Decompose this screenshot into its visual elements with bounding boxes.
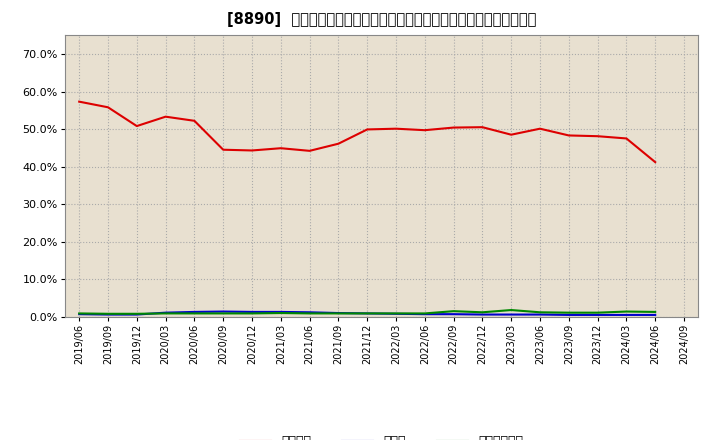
繰延税金資産	[161, 311, 170, 316]
自己資本	[593, 134, 602, 139]
繰延税金資産	[507, 308, 516, 313]
のれん	[305, 310, 314, 315]
のれん	[536, 312, 544, 317]
繰延税金資産	[190, 311, 199, 316]
のれん	[132, 312, 141, 317]
自己資本	[392, 126, 400, 131]
自己資本	[305, 148, 314, 154]
のれん	[593, 312, 602, 318]
繰延税金資産	[132, 311, 141, 316]
のれん	[420, 312, 429, 317]
繰延税金資産	[651, 309, 660, 315]
繰延税金資産	[276, 310, 285, 315]
自己資本	[449, 125, 458, 130]
のれん	[392, 311, 400, 316]
のれん	[75, 312, 84, 317]
自己資本	[536, 126, 544, 131]
繰延税金資産	[219, 311, 228, 316]
のれん	[219, 309, 228, 314]
のれん	[507, 312, 516, 317]
繰延税金資産	[392, 311, 400, 316]
のれん	[478, 312, 487, 317]
自己資本	[276, 146, 285, 151]
繰延税金資産	[449, 308, 458, 314]
自己資本	[420, 128, 429, 133]
自己資本	[478, 125, 487, 130]
のれん	[651, 312, 660, 318]
自己資本	[248, 148, 256, 153]
繰延税金資産	[420, 311, 429, 316]
繰延税金資産	[622, 309, 631, 314]
のれん	[449, 312, 458, 317]
繰延税金資産	[363, 311, 372, 316]
自己資本	[104, 105, 112, 110]
自己資本	[132, 124, 141, 129]
Line: のれん: のれん	[79, 312, 655, 315]
繰延税金資産	[478, 310, 487, 315]
繰延税金資産	[334, 311, 343, 316]
繰延税金資産	[593, 310, 602, 315]
繰延税金資産	[564, 310, 573, 315]
繰延税金資産	[536, 310, 544, 315]
自己資本	[161, 114, 170, 119]
自己資本	[507, 132, 516, 137]
のれん	[363, 311, 372, 316]
Legend: 自己資本, のれん, 繰延税金資産: 自己資本, のれん, 繰延税金資産	[235, 430, 528, 440]
Line: 自己資本: 自己資本	[79, 102, 655, 162]
自己資本	[651, 159, 660, 165]
のれん	[161, 310, 170, 315]
のれん	[248, 309, 256, 315]
自己資本	[334, 141, 343, 147]
のれん	[104, 312, 112, 317]
のれん	[564, 312, 573, 318]
Line: 繰延税金資産: 繰延税金資産	[79, 310, 655, 314]
自己資本	[564, 133, 573, 138]
自己資本	[190, 118, 199, 124]
自己資本	[622, 136, 631, 141]
のれん	[276, 309, 285, 315]
繰延税金資産	[104, 311, 112, 316]
のれん	[622, 312, 631, 318]
Title: [8890]  自己資本、のれん、繰延税金資産の総資産に対する比率の推移: [8890] 自己資本、のれん、繰延税金資産の総資産に対する比率の推移	[227, 12, 536, 27]
のれん	[190, 309, 199, 315]
自己資本	[75, 99, 84, 104]
繰延税金資産	[305, 311, 314, 316]
自己資本	[219, 147, 228, 152]
自己資本	[363, 127, 372, 132]
のれん	[334, 310, 343, 315]
繰延税金資産	[75, 311, 84, 316]
繰延税金資産	[248, 311, 256, 316]
